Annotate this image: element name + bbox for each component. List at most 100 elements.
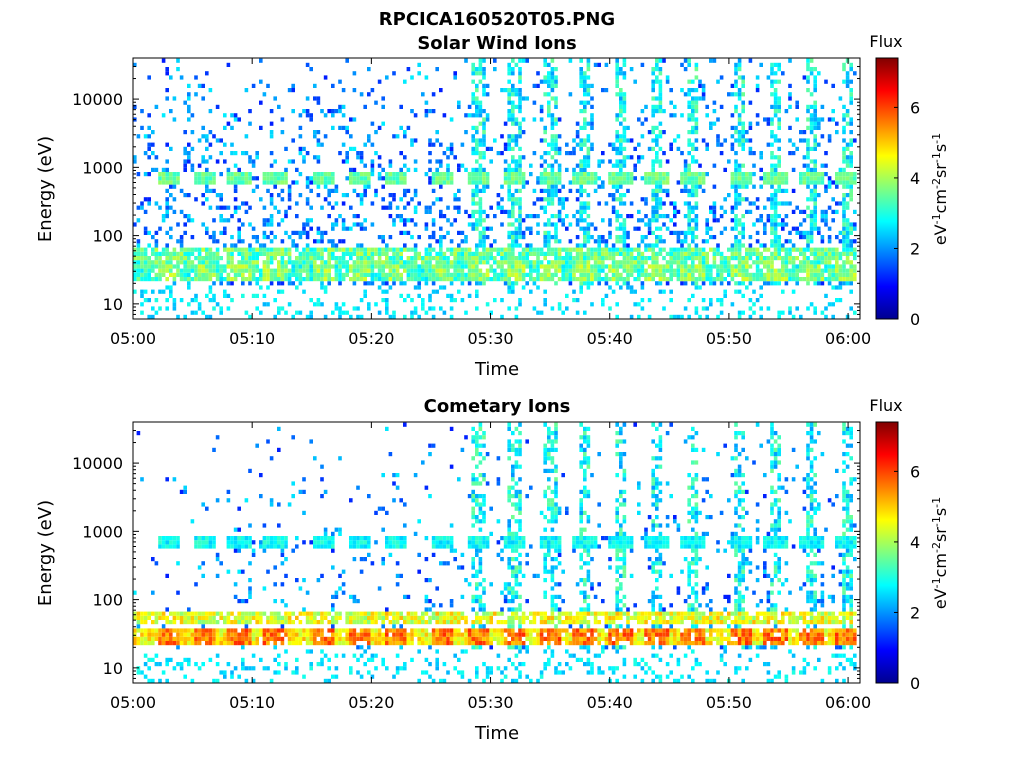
heatmap-cell [773,167,778,172]
heatmap-cell [565,293,569,298]
heatmap-cell [424,226,429,231]
heatmap-cell [280,268,285,273]
heatmap-cell [176,176,180,181]
heatmap-cell [788,83,792,88]
heatmap-cell [403,243,407,248]
heatmap-cell [385,264,389,269]
heatmap-cell [367,260,371,265]
heatmap-cell [385,180,389,185]
heatmap-cell [331,188,335,193]
heatmap-cell [475,184,479,189]
heatmap-cell [518,298,522,303]
heatmap-cell [403,205,407,210]
heatmap-cell [158,272,162,277]
heatmap-cell [251,653,256,658]
heatmap-cell [277,544,281,549]
heatmap-cell [136,218,141,223]
heatmap-cell [223,113,227,118]
heatmap-cell [521,285,526,290]
heatmap-cell [507,260,511,265]
heatmap-cell [385,310,389,315]
heatmap-cell [773,92,778,97]
heatmap-cell [687,205,691,210]
heatmap-cell [212,239,216,244]
heatmap-cell [669,251,673,256]
heatmap-cell [583,75,587,80]
heatmap-cell [579,67,583,72]
heatmap-cell [838,239,843,244]
heatmap-cell [637,243,641,248]
heatmap-cell [748,306,753,311]
heatmap-cell [590,176,594,181]
heatmap-cell [518,58,522,63]
heatmap-cell [824,163,828,168]
heatmap-cell [424,75,429,80]
heatmap-cell [309,314,313,319]
heatmap-cell [619,67,623,72]
heatmap-cell [554,239,558,244]
heatmap-cell [593,256,598,261]
heatmap-cell [784,281,789,286]
heatmap-cell [399,264,403,269]
heatmap-cell [629,214,634,219]
heatmap-cell [320,277,324,282]
heatmap-cell [377,272,382,277]
heatmap-cell [529,226,533,231]
heatmap-cell [194,268,198,273]
heatmap-cell [813,277,817,282]
heatmap-cell [827,260,832,265]
heatmap-cell [449,172,454,177]
heatmap-cell [806,138,810,143]
heatmap-cell [140,277,144,282]
heatmap-cell [334,218,339,223]
heatmap-cell [662,180,666,185]
heatmap-cell [813,176,817,181]
heatmap-cell [194,277,198,282]
heatmap-cell [640,121,645,126]
heatmap-cell [233,666,238,671]
heatmap-cell [179,268,184,273]
heatmap-cell [431,142,436,147]
heatmap-cell [845,218,850,223]
heatmap-cell [183,657,187,662]
heatmap-cell [385,243,389,248]
heatmap-cell [179,277,184,282]
heatmap-cell [464,58,468,63]
heatmap-cell [482,247,486,252]
heatmap-cell [169,632,173,637]
heatmap-cell [446,218,450,223]
heatmap-cell [655,159,659,164]
heatmap-cell [266,235,270,240]
heatmap-cell [172,264,177,269]
heatmap-cell [169,193,173,198]
heatmap-cell [183,146,187,151]
heatmap-cell [208,88,213,93]
heatmap-cell [219,272,223,277]
heatmap-cell [277,611,281,616]
heatmap-cell [777,268,781,273]
heatmap-cell [244,544,249,549]
heatmap-cell [637,251,641,256]
heatmap-cell [806,146,810,151]
heatmap-cell [673,230,677,235]
heatmap-cell [154,628,159,633]
heatmap-cell [777,100,781,105]
heatmap-cell [590,104,594,109]
heatmap-cell [201,611,205,616]
heatmap-cell [345,272,349,277]
heatmap-cell [539,138,544,143]
heatmap-cell [561,260,565,265]
heatmap-cell [773,172,778,177]
heatmap-cell [547,197,551,202]
heatmap-cell [273,565,277,570]
heatmap-cell [482,117,486,122]
heatmap-cell [280,272,285,277]
heatmap-cell [694,176,699,181]
heatmap-cell [698,251,702,256]
heatmap-cell [608,235,612,240]
heatmap-cell [485,176,490,181]
heatmap-cell [446,268,450,273]
heatmap-cell [327,176,331,181]
heatmap-cell [640,134,645,139]
heatmap-cell [788,151,792,156]
